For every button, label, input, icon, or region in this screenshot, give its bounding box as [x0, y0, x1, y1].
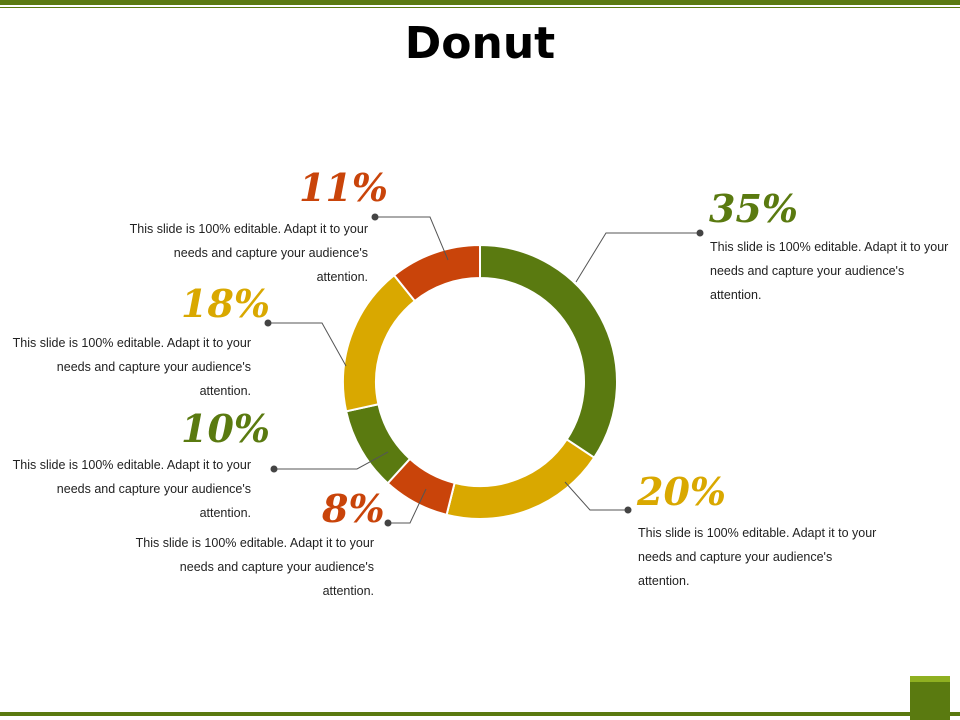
slice-label-10: 10%: [181, 406, 270, 451]
slide-title: Donut: [404, 18, 556, 69]
leader-line-35: [575, 232, 700, 283]
bottom-accent-bar: [0, 712, 960, 716]
slice-description-11: This slide is 100% editable. Adapt it to…: [129, 222, 368, 284]
top-accent-bar: [0, 0, 960, 5]
leader-line-20: [564, 481, 628, 511]
slice-label-20: 20%: [637, 469, 726, 514]
slice-label-8: 8%: [322, 486, 385, 531]
donut-slice-11: [392, 243, 481, 303]
slice-description-10: This slide is 100% editable. Adapt it to…: [12, 458, 251, 520]
slice-description-35: This slide is 100% editable. Adapt it to…: [710, 240, 949, 302]
leader-line-8: [388, 488, 427, 524]
leader-line-10: [274, 451, 389, 470]
donut-slice-20: [445, 438, 596, 520]
slice-label-35: 35%: [709, 186, 798, 231]
leader-dot-8: [384, 519, 392, 527]
leader-dot-20: [624, 506, 632, 514]
donut-slice-35: [479, 243, 618, 460]
leader-line-11: [375, 216, 449, 261]
slice-description-20: This slide is 100% editable. Adapt it to…: [638, 526, 877, 588]
slice-label-11: 11%: [299, 165, 388, 210]
leader-dot-18: [264, 319, 272, 327]
corner-accent-block: [910, 676, 950, 720]
leader-dot-35: [696, 229, 704, 237]
leader-dot-11: [371, 213, 379, 221]
slice-description-8: This slide is 100% editable. Adapt it to…: [135, 536, 374, 598]
slice-label-18: 18%: [181, 281, 270, 326]
top-accent-line: [0, 7, 960, 8]
leader-dot-10: [270, 465, 278, 473]
leader-line-18: [268, 322, 347, 367]
donut-slice-18: [342, 273, 417, 413]
slice-description-18: This slide is 100% editable. Adapt it to…: [12, 336, 251, 398]
